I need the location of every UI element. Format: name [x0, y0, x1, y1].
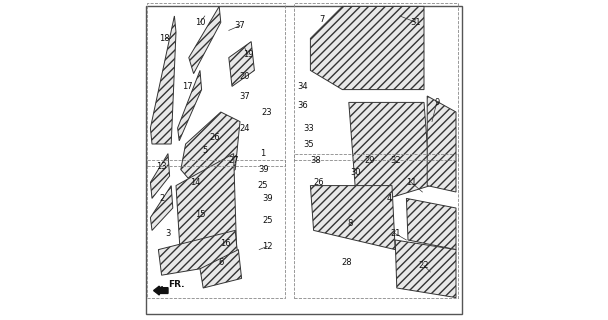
Text: 34: 34 — [297, 82, 308, 91]
Text: 6: 6 — [218, 258, 224, 267]
Text: FR.: FR. — [168, 280, 184, 289]
Polygon shape — [150, 186, 173, 230]
Text: 15: 15 — [195, 210, 206, 219]
FancyArrow shape — [154, 286, 168, 295]
Text: 4: 4 — [386, 194, 392, 203]
Polygon shape — [150, 16, 176, 144]
Text: 25: 25 — [257, 181, 268, 190]
Text: 1: 1 — [260, 149, 265, 158]
Text: 29: 29 — [364, 156, 375, 164]
Text: 27: 27 — [228, 156, 239, 164]
Text: 32: 32 — [390, 156, 401, 164]
Text: 23: 23 — [262, 108, 272, 116]
Text: 35: 35 — [303, 140, 314, 148]
Text: 26: 26 — [209, 133, 219, 142]
Text: 36: 36 — [297, 101, 308, 110]
Text: 21: 21 — [390, 229, 401, 238]
Polygon shape — [150, 154, 170, 198]
Text: 38: 38 — [310, 156, 320, 164]
Text: 12: 12 — [262, 242, 272, 251]
Text: 10: 10 — [195, 18, 206, 27]
Text: 19: 19 — [243, 50, 254, 59]
Polygon shape — [229, 42, 254, 86]
Polygon shape — [311, 186, 395, 250]
Polygon shape — [311, 6, 424, 90]
Text: 37: 37 — [240, 92, 250, 100]
Text: 20: 20 — [240, 72, 250, 81]
Text: 18: 18 — [159, 34, 170, 43]
Polygon shape — [176, 154, 237, 262]
Text: 31: 31 — [410, 18, 421, 27]
Polygon shape — [178, 70, 202, 141]
Polygon shape — [200, 250, 241, 288]
Text: 26: 26 — [313, 178, 323, 187]
Polygon shape — [395, 240, 456, 298]
Text: 3: 3 — [165, 229, 171, 238]
Polygon shape — [159, 230, 238, 275]
Text: 11: 11 — [406, 178, 416, 187]
Text: 9: 9 — [434, 98, 440, 107]
Polygon shape — [406, 198, 456, 250]
Text: 30: 30 — [350, 168, 361, 177]
Text: 28: 28 — [342, 258, 353, 267]
Text: 33: 33 — [303, 124, 314, 132]
Text: 14: 14 — [190, 178, 201, 187]
Text: 13: 13 — [156, 162, 167, 171]
Text: 25: 25 — [262, 216, 272, 225]
Polygon shape — [427, 96, 456, 192]
Polygon shape — [181, 112, 240, 192]
Text: 37: 37 — [235, 21, 246, 30]
Text: 16: 16 — [220, 239, 231, 248]
Text: 7: 7 — [319, 15, 324, 24]
Text: 17: 17 — [182, 82, 193, 91]
Polygon shape — [349, 102, 430, 208]
Text: 8: 8 — [348, 220, 353, 228]
Text: 5: 5 — [202, 146, 207, 155]
Polygon shape — [189, 6, 221, 74]
Text: 39: 39 — [262, 194, 272, 203]
Text: 2: 2 — [159, 194, 164, 203]
Text: 24: 24 — [240, 124, 250, 132]
Text: 22: 22 — [419, 261, 429, 270]
Text: 39: 39 — [258, 165, 269, 174]
